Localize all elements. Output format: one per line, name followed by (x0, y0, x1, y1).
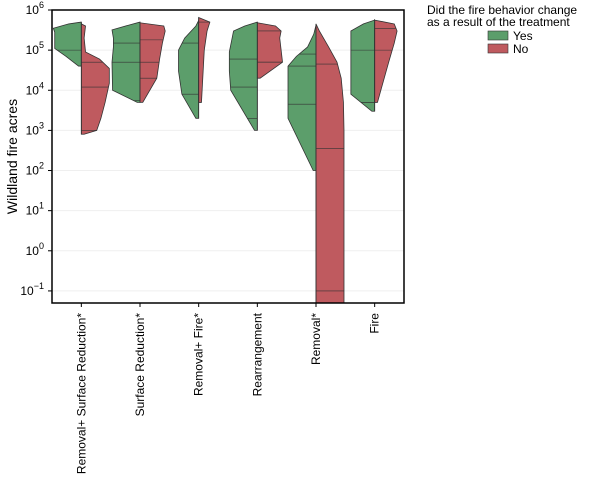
violin-no-2 (198, 16, 211, 103)
x-axis-ticks: Removal+ Surface Reduction* Surface Reduc… (74, 303, 382, 474)
legend-label-yes: Yes (513, 29, 533, 43)
violin-no-0 (80, 23, 110, 135)
y-tick-label: 102 (26, 161, 44, 178)
y-tick-label: 104 (26, 80, 44, 97)
y-tick-label: 101 (26, 201, 44, 218)
legend-title-line-2: as a result of the treatment (427, 15, 570, 29)
x-category-label: Removal+ Fire* (192, 313, 206, 396)
x-category-label: Surface Reduction* (133, 313, 147, 417)
x-category-label: Removal* (309, 313, 323, 365)
violin-no-4 (315, 23, 345, 304)
violin-yes-2 (178, 19, 200, 119)
violin-yes-0 (52, 21, 82, 67)
y-axis-ticks: 10−1 100 101 102 103 104 105 106 (20, 0, 52, 298)
x-category-label: Fire (368, 313, 382, 334)
legend-title-line-1: Did the fire behavior change (427, 3, 577, 17)
violin-yes-3 (228, 21, 258, 131)
legend-swatch-no (487, 43, 509, 54)
legend: Did the fire behavior change as a result… (427, 3, 577, 56)
y-tick-label: 106 (26, 0, 44, 17)
grid-layer (52, 9, 404, 292)
y-tick-label: 100 (26, 241, 44, 258)
plot-frame (51, 9, 405, 304)
violin-yes-5 (350, 18, 376, 112)
y-tick-label: 10−1 (20, 281, 44, 298)
violin-yes-4 (287, 25, 317, 171)
violin-layer (52, 16, 398, 304)
legend-label-no: No (513, 42, 529, 56)
x-category-label: Removal+ Surface Reduction* (74, 313, 88, 474)
y-tick-label: 103 (26, 120, 44, 137)
legend-swatch-yes (487, 30, 509, 41)
y-tick-label: 105 (26, 40, 44, 57)
x-category-label: Rearrangement (250, 312, 264, 396)
y-axis-label: Wildland fire acres (4, 99, 20, 214)
